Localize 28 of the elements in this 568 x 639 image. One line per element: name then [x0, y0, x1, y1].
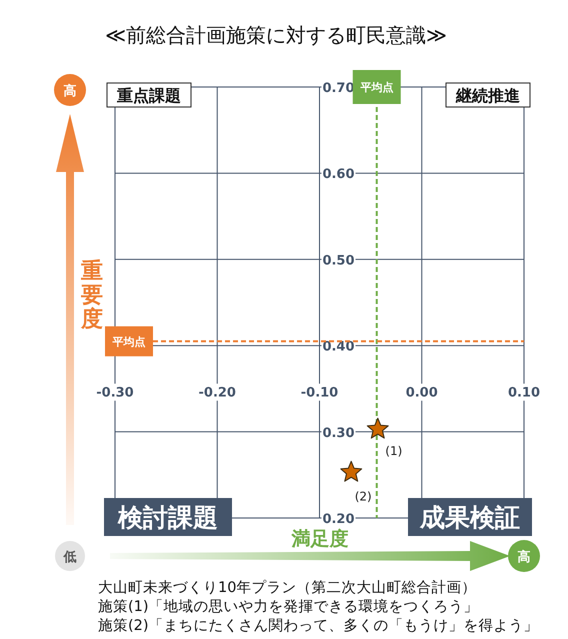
- text: 高: [64, 83, 76, 99]
- ref-line-label: 平均点: [112, 335, 146, 348]
- text: 施策(2)「まちにたくさん関わって、多くの「もうけ」を得よう」: [98, 617, 539, 634]
- x-axis-title: 満足度: [290, 528, 348, 550]
- annotation: 重点課題: [116, 86, 181, 105]
- chart-title: ≪前総合計画施策に対する町民意識≫: [105, 23, 447, 47]
- text: 低: [62, 550, 76, 565]
- x-tick-label: -0.30: [96, 386, 134, 401]
- x-tick-label: -0.20: [198, 386, 236, 401]
- y-tick-label: 0.70: [322, 81, 355, 96]
- annotation: 継続推進: [455, 86, 521, 105]
- text: 高: [518, 549, 530, 565]
- y-tick-label: 0.20: [322, 512, 355, 527]
- annotation: (2): [354, 489, 372, 504]
- y-tick-label: 0.30: [322, 426, 355, 441]
- text: 大山町未来づくり10年プラン（第二次大山町総合計画）: [98, 579, 476, 596]
- y-tick-label: 0.60: [322, 167, 355, 182]
- annotation: (1): [385, 444, 402, 458]
- y-tick-label: 0.40: [322, 340, 355, 355]
- x-tick-label: -0.10: [300, 386, 338, 401]
- text: 施策(1)「地域の思いや力を発揮できる環境をつくろう」: [98, 598, 479, 615]
- ref-line-label: 平均点: [359, 81, 394, 94]
- x-tick-label: 0.10: [508, 386, 540, 401]
- y-tick-label: 0.50: [322, 253, 355, 268]
- annotation: 検討課題: [117, 503, 218, 532]
- y-axis-title: 重要度: [80, 259, 103, 332]
- x-tick-label: 0.00: [406, 386, 438, 401]
- annotation: 成果検証: [419, 503, 520, 532]
